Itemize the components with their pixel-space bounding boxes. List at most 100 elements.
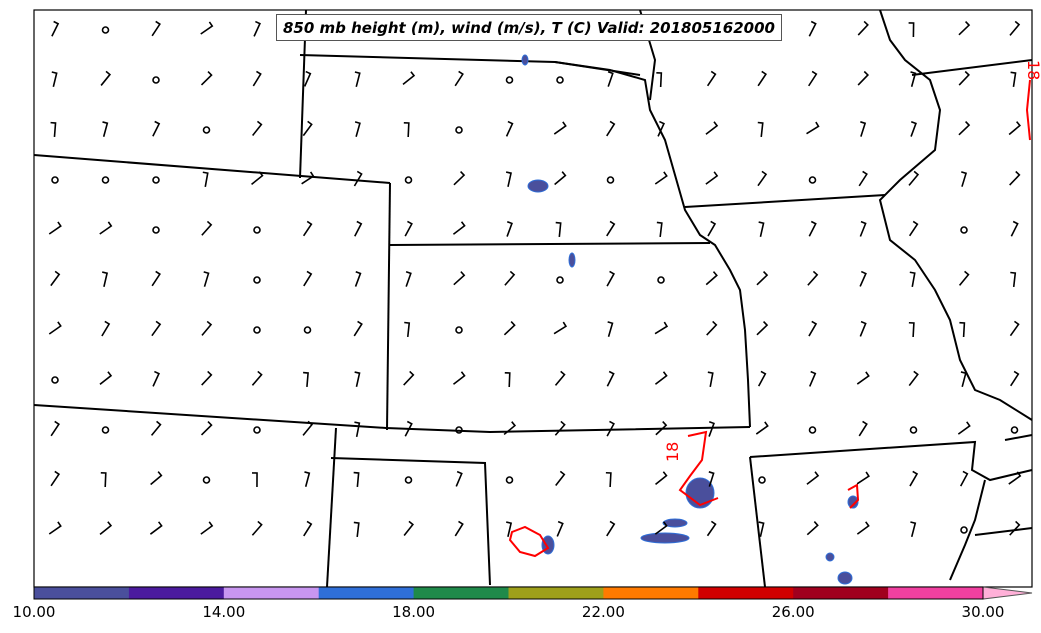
wind-barb (149, 521, 163, 535)
wind-barb (455, 470, 463, 487)
wind-barb (607, 321, 614, 337)
state-borders (33, 9, 1033, 588)
wind-barb (100, 70, 112, 86)
wind-barb (960, 371, 967, 387)
wind-barb (606, 370, 615, 387)
calm-wind-circle (960, 226, 968, 234)
wind-barb (201, 220, 213, 236)
wind-barb (910, 71, 917, 87)
wind-barb (303, 270, 313, 287)
wind-barb (555, 470, 566, 487)
contour-label: 18 (663, 442, 682, 462)
wind-barb (755, 421, 769, 435)
wind-barb (707, 220, 717, 237)
wind-barb (706, 520, 717, 537)
calm-wind-circle (505, 76, 514, 84)
wind-barb (506, 220, 513, 237)
calm-wind-circle (1010, 426, 1019, 434)
wind-barb (203, 271, 210, 287)
wind-barb (859, 220, 867, 237)
wind-barb (808, 220, 817, 237)
wind-barb (505, 120, 514, 137)
calm-wind-circle (455, 326, 463, 334)
wind-barb (958, 120, 971, 136)
wind-barb (353, 521, 360, 538)
wind-barb (51, 20, 60, 37)
wind-barb (304, 471, 311, 487)
calm-wind-circle (253, 226, 261, 234)
calm-wind-circle (657, 276, 665, 284)
wind-barb (405, 270, 412, 287)
colorbar-tick-label: 18.00 (392, 603, 436, 621)
wind-barb (403, 121, 410, 138)
wind-barb (856, 521, 870, 535)
colorbar-segment (888, 587, 984, 599)
wind-barb (806, 121, 820, 135)
wind-barb (404, 321, 411, 338)
wind-barb (200, 21, 214, 35)
wind-barb (50, 470, 61, 487)
wind-barb (99, 221, 113, 235)
wind-barb (200, 70, 213, 86)
wind-barb (251, 370, 263, 386)
wind-barb (403, 370, 415, 386)
wind-barb (806, 471, 820, 485)
colorbar-frame (33, 586, 984, 600)
wind-barb (859, 320, 867, 337)
wind-barb (354, 421, 361, 438)
calm-wind-circle (152, 226, 160, 234)
wind-barb (50, 420, 60, 437)
wind-barb (606, 420, 615, 437)
wind-barb (150, 471, 163, 486)
wind-barb (961, 171, 968, 187)
wind-barb (301, 171, 315, 185)
wind-barb (354, 220, 363, 237)
calm-wind-circle (101, 26, 110, 34)
wind-barb (655, 421, 668, 436)
wind-barb (151, 20, 161, 37)
colorbar-tick-label: 26.00 (771, 603, 815, 621)
calm-wind-circle (556, 276, 564, 284)
wind-barb (910, 521, 917, 537)
wind-barb (1009, 170, 1021, 186)
wind-barb (606, 220, 616, 237)
wind-barb (958, 20, 971, 36)
wind-barb (959, 321, 966, 338)
calm-wind-circle (606, 176, 615, 184)
calm-wind-circle (253, 326, 261, 334)
wind-barb (655, 471, 668, 485)
wind-barb (654, 521, 668, 535)
colorbar-segment (34, 587, 130, 599)
wind-barb (757, 121, 764, 138)
colorbar-tick-label: 22.00 (581, 603, 625, 621)
contour-label-right: 18 (1024, 60, 1041, 80)
colorbar-segment (508, 587, 604, 599)
wind-barb (453, 271, 466, 286)
wind-barb (48, 521, 62, 535)
wind-barb (252, 70, 262, 87)
calm-wind-circle (51, 176, 59, 184)
wind-barb (1010, 71, 1017, 88)
wind-barb (705, 121, 719, 135)
wind-barb (957, 421, 971, 435)
wind-barb (353, 170, 363, 187)
wind-barb (48, 221, 62, 235)
wind-barb (708, 420, 715, 437)
wind-barb (452, 221, 466, 235)
wind-barb (48, 321, 62, 335)
wind-barb (303, 70, 312, 87)
wind-barb (654, 321, 669, 335)
wind-barb (506, 521, 513, 537)
wind-barb (908, 370, 919, 387)
wind-barb (654, 171, 668, 185)
wind-barb (303, 520, 313, 537)
wind-barb (101, 320, 111, 337)
wind-barb (656, 221, 663, 238)
wind-barb (1008, 471, 1022, 485)
colorbar-extend-arrow (982, 586, 1033, 600)
wind-barbs (48, 20, 1022, 538)
colorbar-tick-label: 10.00 (12, 603, 56, 621)
wind-barb (202, 171, 209, 188)
calm-wind-circle (253, 276, 261, 284)
wind-barb (908, 220, 919, 237)
